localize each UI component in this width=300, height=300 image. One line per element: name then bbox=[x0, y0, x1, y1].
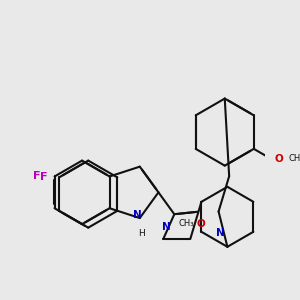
Text: CH₃: CH₃ bbox=[288, 154, 300, 163]
Text: F: F bbox=[40, 172, 47, 182]
Text: N: N bbox=[133, 209, 142, 220]
Text: O: O bbox=[274, 154, 283, 164]
Text: N: N bbox=[216, 228, 225, 238]
Text: N: N bbox=[162, 222, 170, 232]
Text: O: O bbox=[196, 219, 205, 229]
Text: F: F bbox=[33, 172, 41, 182]
Text: CH₃: CH₃ bbox=[178, 219, 194, 228]
Text: H: H bbox=[138, 229, 145, 238]
